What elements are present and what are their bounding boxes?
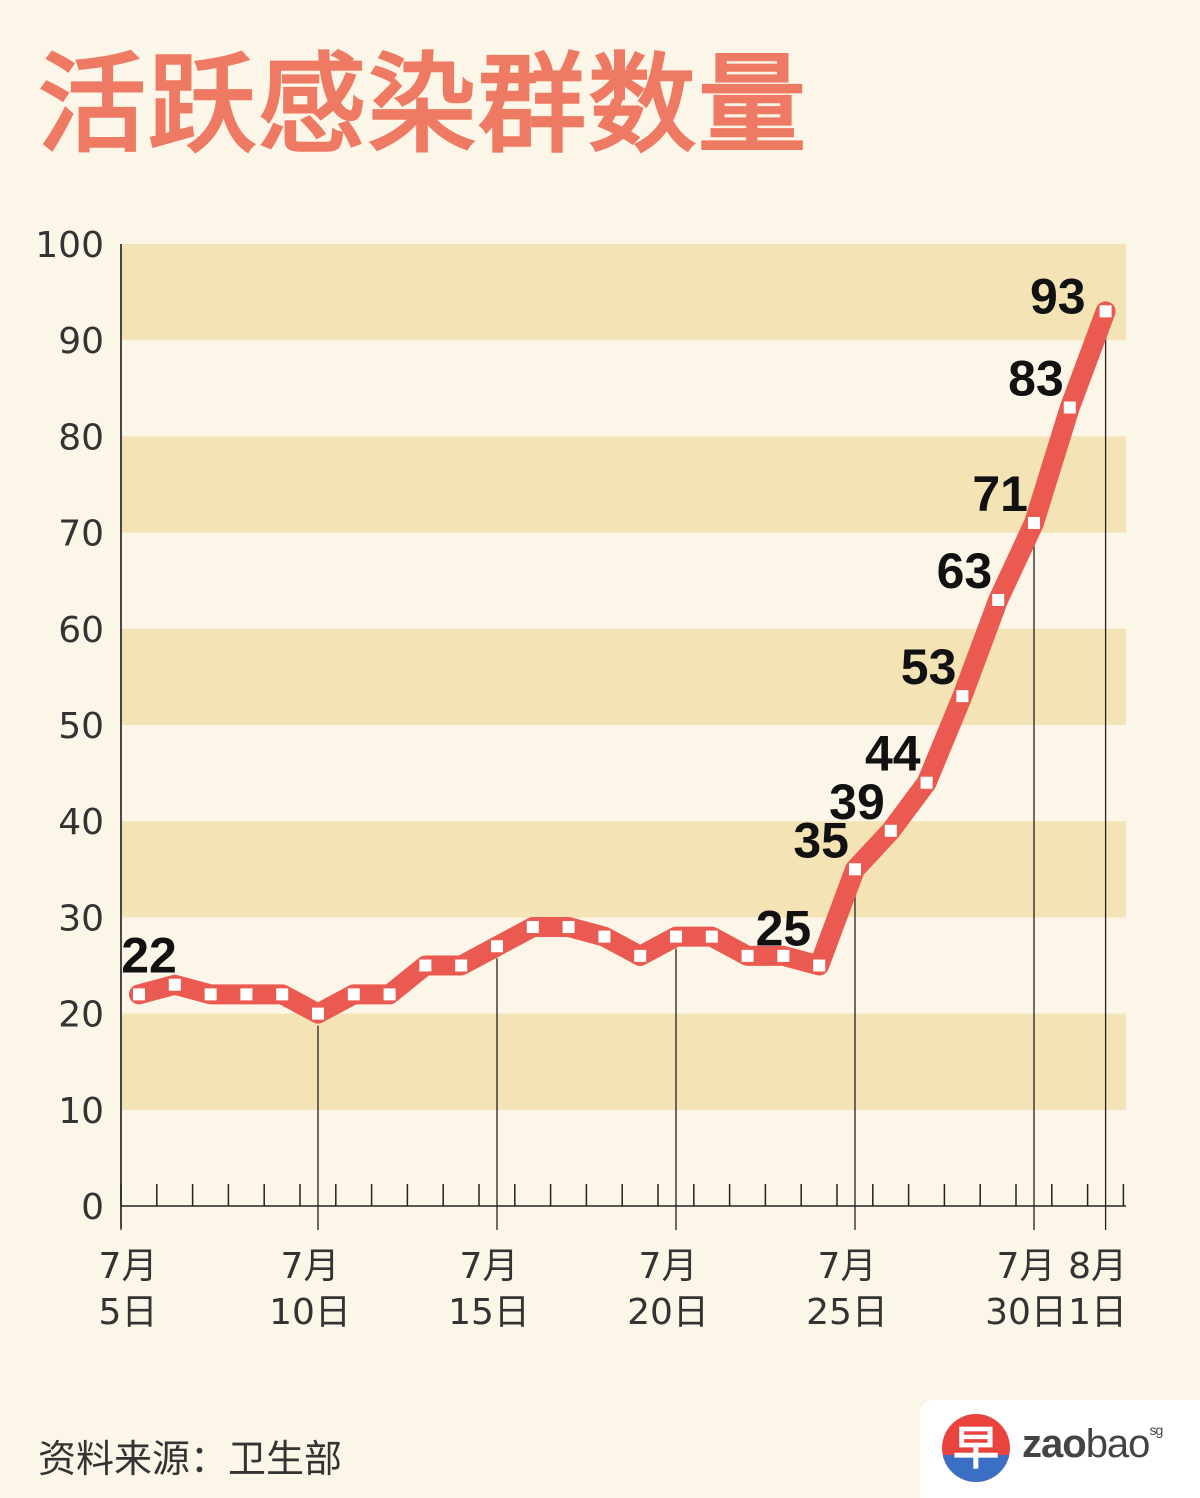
data-point: [884, 824, 897, 837]
data-point: [526, 921, 539, 934]
source-note: 资料来源：卫生部: [38, 1437, 343, 1481]
y-tick-label-70: 70: [58, 514, 104, 555]
data-point: [634, 949, 647, 962]
data-point: [133, 988, 145, 1001]
logo-glyph: 早: [953, 1421, 999, 1475]
data-point: [741, 949, 754, 962]
y-axis: 0 10 20 30 40 50 60 70 80 90 100: [35, 225, 122, 1228]
data-label-39: 39: [829, 774, 885, 830]
data-point: [312, 1007, 324, 1020]
data-point: [347, 988, 360, 1001]
background-bands: [121, 244, 1126, 1110]
x-tick-month: 8月: [1068, 1246, 1127, 1287]
data-label-35: 35: [793, 812, 849, 868]
y-tick-label-10: 10: [58, 1091, 104, 1132]
y-tick-label-90: 90: [58, 321, 104, 362]
data-label-93: 93: [1030, 268, 1086, 324]
chart-title: 活跃感染群数量: [38, 43, 809, 168]
data-point: [168, 978, 181, 991]
data-label-25: 25: [756, 901, 812, 957]
y-tick-label-20: 20: [58, 995, 104, 1036]
x-tick-month: 7月: [99, 1246, 158, 1287]
zaobao-logo[interactable]: 早 zaobaosg: [920, 1400, 1200, 1498]
x-tick-day: 1日: [1068, 1292, 1127, 1333]
x-tick-day: 10日: [269, 1292, 351, 1333]
data-point: [598, 930, 611, 943]
data-point: [1099, 305, 1112, 318]
x-tick-month: 7月: [997, 1246, 1056, 1287]
data-point: [204, 988, 217, 1001]
data-point: [777, 949, 790, 962]
y-tick-label-0: 0: [81, 1187, 104, 1228]
line-chart: 0 10 20 30 40 50 60 70 80 90 100 7月 5日 7月 10日 7月 15日 7月 2…: [35, 225, 1127, 1333]
x-tick-day: 20日: [627, 1292, 709, 1333]
data-point: [1028, 516, 1040, 529]
data-label-71: 71: [972, 466, 1028, 522]
band-70: [121, 436, 1126, 533]
x-tick-month: 7月: [818, 1246, 877, 1287]
band-10: [121, 1013, 1126, 1110]
x-tick-day: 15日: [448, 1292, 530, 1333]
band-30: [121, 821, 1126, 918]
x-tick-month: 7月: [460, 1246, 519, 1287]
zaobao-logo-icon: 早: [942, 1414, 1010, 1482]
y-tick-label-80: 80: [58, 417, 104, 458]
data-label-63: 63: [937, 543, 993, 599]
x-tick-day: 5日: [99, 1292, 158, 1333]
logo-sup: sg: [1149, 1422, 1163, 1438]
y-tick-label-60: 60: [58, 610, 104, 651]
data-point: [276, 988, 289, 1001]
x-tick-day: 25日: [806, 1292, 888, 1333]
data-point: [670, 930, 682, 943]
y-tick-label-50: 50: [58, 706, 104, 747]
y-tick-label-40: 40: [58, 802, 104, 843]
data-point: [491, 940, 503, 953]
data-series: [129, 301, 1116, 1024]
y-tick-label-100: 100: [35, 225, 104, 266]
data-label-22: 22: [121, 927, 177, 983]
data-point: [956, 690, 969, 703]
x-tick-month: 7月: [281, 1246, 340, 1287]
logo-wordmark: zaobaosg: [1022, 1422, 1163, 1467]
data-point: [455, 959, 468, 972]
data-point: [849, 863, 861, 876]
data-point: [813, 959, 826, 972]
logo-zao: zao: [1022, 1422, 1087, 1466]
y-tick-label-30: 30: [58, 898, 104, 939]
data-point: [705, 930, 718, 943]
x-tick-month: 7月: [639, 1246, 698, 1287]
x-tick-day: 30日: [985, 1292, 1067, 1333]
data-point: [1063, 401, 1076, 414]
series-line: [129, 301, 1116, 1024]
data-point: [562, 921, 575, 934]
data-point: [240, 988, 253, 1001]
data-point: [383, 988, 396, 1001]
data-point: [920, 776, 933, 789]
data-label-83: 83: [1008, 351, 1064, 407]
data-label-53: 53: [901, 639, 957, 695]
data-point: [992, 593, 1005, 606]
data-label-44: 44: [865, 726, 921, 782]
data-point: [419, 959, 432, 972]
band-90: [121, 244, 1126, 341]
logo-bao: bao: [1085, 1422, 1151, 1466]
